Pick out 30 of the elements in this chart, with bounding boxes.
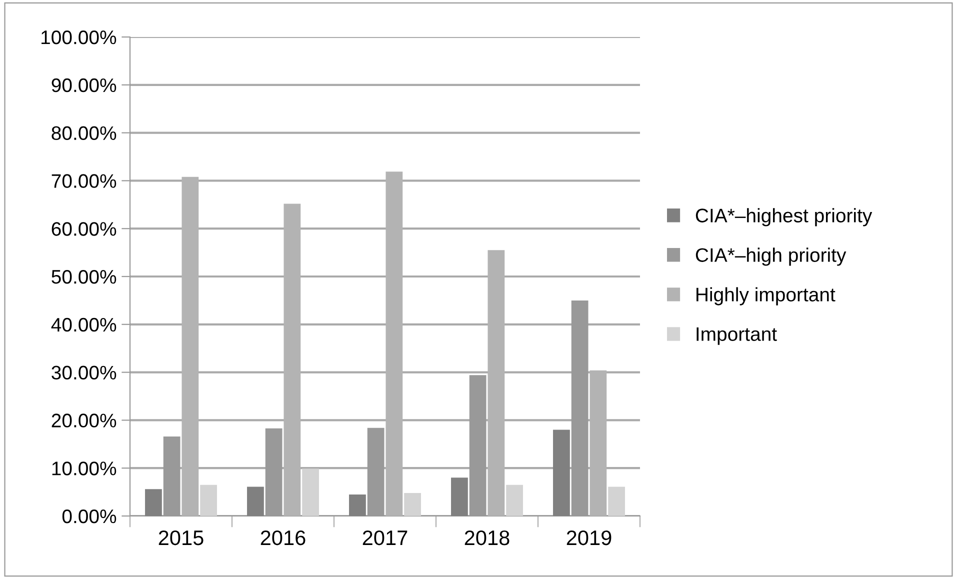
x-tick-label: 2017 bbox=[362, 530, 408, 546]
legend-label: CIA*–high priority bbox=[696, 248, 846, 266]
y-tick-label: 40.00% bbox=[51, 318, 116, 332]
y-tick-label: 10.00% bbox=[52, 462, 116, 476]
y-tick-label: 0.00% bbox=[62, 509, 116, 524]
bar bbox=[200, 484, 217, 516]
y-tick-label: 90.00% bbox=[52, 78, 116, 92]
y-tick-label: 20.00% bbox=[52, 414, 116, 428]
bar bbox=[451, 478, 468, 516]
bar bbox=[608, 486, 625, 516]
bar bbox=[145, 489, 162, 516]
bar bbox=[247, 486, 264, 516]
legend-label: Highly important bbox=[696, 287, 836, 306]
x-tick-label: 2018 bbox=[464, 530, 510, 546]
y-tick-label: 100.00% bbox=[42, 30, 116, 44]
bar bbox=[553, 430, 570, 516]
x-tick-label: 2016 bbox=[260, 530, 306, 546]
y-tick-label: 60.00% bbox=[52, 222, 116, 236]
bar bbox=[302, 468, 319, 516]
bar bbox=[506, 484, 523, 516]
y-tick-label: 30.00% bbox=[52, 366, 116, 380]
x-tick-label: 2019 bbox=[566, 530, 612, 546]
legend-label: CIA*–highest priority bbox=[696, 208, 872, 226]
bar bbox=[404, 493, 421, 516]
legend-label: Important bbox=[696, 327, 777, 345]
bar bbox=[349, 494, 366, 516]
y-tick-label: 70.00% bbox=[52, 174, 116, 188]
y-tick-label: 50.00% bbox=[52, 270, 116, 284]
x-tick-label: 2015 bbox=[158, 530, 204, 546]
y-tick-label: 80.00% bbox=[52, 126, 116, 140]
